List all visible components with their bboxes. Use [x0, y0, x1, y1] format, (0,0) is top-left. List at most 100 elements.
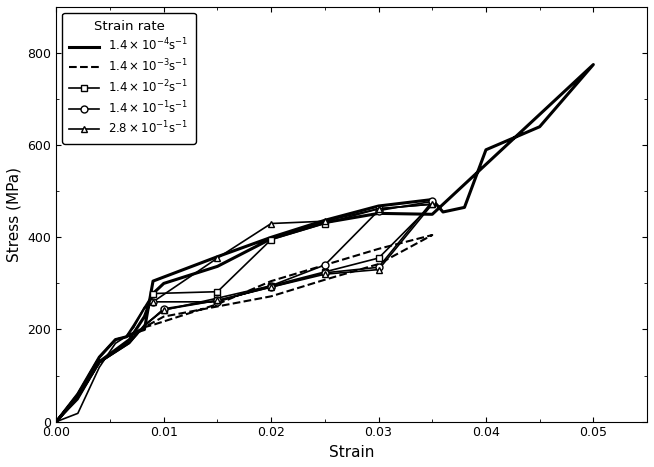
- $1.4\times10^{-4}\mathrm{s}^{-1}$: [428, 212, 436, 217]
- $1.4\times10^{-4}\mathrm{s}^{-1}$: [141, 327, 148, 333]
- $1.4\times10^{-4}\mathrm{s}^{-1}$: [375, 211, 383, 216]
- $1.4\times10^{-3}\mathrm{s}^{-1}$: [95, 354, 103, 360]
- $1.4\times10^{-3}\mathrm{s}^{-1}$: [428, 232, 436, 238]
- $1.4\times10^{-1}\mathrm{s}^{-1}$: [160, 306, 167, 311]
- $1.4\times10^{-1}\mathrm{s}^{-1}$: [111, 337, 119, 342]
- $1.4\times10^{-4}\mathrm{s}^{-1}$: [536, 124, 543, 129]
- $1.4\times10^{-1}\mathrm{s}^{-1}$: [214, 297, 222, 303]
- $2.8\times10^{-1}\mathrm{s}^{-1}$: [74, 397, 82, 403]
- $1.4\times10^{-3}\mathrm{s}^{-1}$: [141, 325, 148, 330]
- $1.4\times10^{-1}\mathrm{s}^{-1}$: [375, 208, 383, 213]
- $1.4\times10^{-4}\mathrm{s}^{-1}$: [214, 263, 222, 269]
- $2.8\times10^{-1}\mathrm{s}^{-1}$: [160, 307, 167, 312]
- $1.4\times10^{-3}\mathrm{s}^{-1}$: [149, 322, 157, 328]
- $1.4\times10^{-1}\mathrm{s}^{-1}$: [129, 325, 137, 330]
- X-axis label: Strain: Strain: [329, 445, 374, 460]
- $1.4\times10^{-3}\mathrm{s}^{-1}$: [74, 395, 82, 401]
- $1.4\times10^{-1}\mathrm{s}^{-1}$: [122, 334, 130, 340]
- $1.4\times10^{-4}\mathrm{s}^{-1}$: [126, 332, 133, 338]
- $2.8\times10^{-1}\mathrm{s}^{-1}$: [141, 304, 148, 310]
- $1.4\times10^{-3}\mathrm{s}^{-1}$: [214, 304, 222, 309]
- $1.4\times10^{-3}\mathrm{s}^{-1}$: [126, 338, 133, 344]
- $1.4\times10^{-3}\mathrm{s}^{-1}$: [52, 419, 60, 425]
- $2.8\times10^{-1}\mathrm{s}^{-1}$: [267, 284, 275, 290]
- $1.4\times10^{-1}\mathrm{s}^{-1}$: [126, 340, 133, 346]
- $1.4\times10^{-2}\mathrm{s}^{-1}$: [160, 307, 167, 313]
- $1.4\times10^{-4}\mathrm{s}^{-1}$: [95, 359, 103, 365]
- $1.4\times10^{-2}\mathrm{s}^{-1}$: [375, 206, 383, 212]
- $1.4\times10^{-2}\mathrm{s}^{-1}$: [129, 325, 137, 330]
- $1.4\times10^{-2}\mathrm{s}^{-1}$: [74, 395, 82, 401]
- $1.4\times10^{-1}\mathrm{s}^{-1}$: [74, 395, 82, 401]
- $1.4\times10^{-2}\mathrm{s}^{-1}$: [141, 304, 148, 310]
- $1.4\times10^{-4}\mathrm{s}^{-1}$: [95, 354, 103, 360]
- $2.8\times10^{-1}\mathrm{s}^{-1}$: [375, 267, 383, 272]
- $2.8\times10^{-1}\mathrm{s}^{-1}$: [95, 364, 103, 370]
- $1.4\times10^{-4}\mathrm{s}^{-1}$: [74, 391, 82, 397]
- $2.8\times10^{-1}\mathrm{s}^{-1}$: [267, 221, 275, 226]
- $1.4\times10^{-4}\mathrm{s}^{-1}$: [214, 254, 222, 260]
- $1.4\times10^{-1}\mathrm{s}^{-1}$: [52, 419, 60, 425]
- $1.4\times10^{-4}\mathrm{s}^{-1}$: [129, 330, 137, 336]
- $1.4\times10^{-3}\mathrm{s}^{-1}$: [321, 277, 329, 283]
- Legend: $1.4\times10^{-4}\mathrm{s}^{-1}$, $1.4\times10^{-3}\mathrm{s}^{-1}$, $1.4\times: $1.4\times10^{-4}\mathrm{s}^{-1}$, $1.4\…: [62, 13, 196, 144]
- Line: $2.8\times10^{-1}\mathrm{s}^{-1}$: $2.8\times10^{-1}\mathrm{s}^{-1}$: [56, 204, 432, 422]
- $1.4\times10^{-1}\mathrm{s}^{-1}$: [141, 323, 148, 329]
- $2.8\times10^{-1}\mathrm{s}^{-1}$: [95, 360, 103, 366]
- $1.4\times10^{-3}\mathrm{s}^{-1}$: [267, 278, 275, 284]
- $1.4\times10^{-1}\mathrm{s}^{-1}$: [149, 299, 157, 304]
- $1.4\times10^{-3}\mathrm{s}^{-1}$: [122, 334, 130, 340]
- $1.4\times10^{-3}\mathrm{s}^{-1}$: [214, 301, 222, 307]
- $1.4\times10^{-4}\mathrm{s}^{-1}$: [589, 62, 597, 67]
- $1.4\times10^{-3}\mathrm{s}^{-1}$: [321, 262, 329, 268]
- $1.4\times10^{-4}\mathrm{s}^{-1}$: [439, 209, 447, 215]
- $2.8\times10^{-1}\mathrm{s}^{-1}$: [149, 299, 157, 304]
- $1.4\times10^{-2}\mathrm{s}^{-1}$: [214, 295, 222, 301]
- $1.4\times10^{-2}\mathrm{s}^{-1}$: [428, 201, 436, 207]
- $2.8\times10^{-1}\mathrm{s}^{-1}$: [214, 255, 222, 261]
- $1.4\times10^{-2}\mathrm{s}^{-1}$: [52, 419, 60, 425]
- $2.8\times10^{-1}\mathrm{s}^{-1}$: [74, 410, 82, 416]
- $1.4\times10^{-4}\mathrm{s}^{-1}$: [460, 205, 468, 210]
- $2.8\times10^{-1}\mathrm{s}^{-1}$: [214, 297, 222, 303]
- $1.4\times10^{-1}\mathrm{s}^{-1}$: [267, 284, 275, 290]
- $1.4\times10^{-2}\mathrm{s}^{-1}$: [141, 322, 148, 328]
- $1.4\times10^{-4}\mathrm{s}^{-1}$: [321, 218, 329, 223]
- $1.4\times10^{-2}\mathrm{s}^{-1}$: [267, 237, 275, 242]
- $1.4\times10^{-2}\mathrm{s}^{-1}$: [126, 340, 133, 345]
- $2.8\times10^{-1}\mathrm{s}^{-1}$: [141, 323, 148, 329]
- $1.4\times10^{-3}\mathrm{s}^{-1}$: [375, 261, 383, 267]
- $1.4\times10^{-1}\mathrm{s}^{-1}$: [321, 270, 329, 276]
- Line: $1.4\times10^{-1}\mathrm{s}^{-1}$: $1.4\times10^{-1}\mathrm{s}^{-1}$: [56, 201, 432, 422]
- $2.8\times10^{-1}\mathrm{s}^{-1}$: [126, 340, 133, 346]
- $1.4\times10^{-4}\mathrm{s}^{-1}$: [74, 394, 82, 399]
- $1.4\times10^{-4}\mathrm{s}^{-1}$: [141, 314, 148, 319]
- $1.4\times10^{-2}\mathrm{s}^{-1}$: [321, 221, 329, 226]
- Y-axis label: Stress (MPa): Stress (MPa): [7, 167, 22, 262]
- Line: $1.4\times10^{-2}\mathrm{s}^{-1}$: $1.4\times10^{-2}\mathrm{s}^{-1}$: [56, 204, 432, 422]
- $1.4\times10^{-2}\mathrm{s}^{-1}$: [149, 291, 157, 297]
- $1.4\times10^{-4}\mathrm{s}^{-1}$: [160, 281, 167, 286]
- $2.8\times10^{-1}\mathrm{s}^{-1}$: [428, 201, 436, 207]
- $1.4\times10^{-1}\mathrm{s}^{-1}$: [95, 360, 103, 366]
- $1.4\times10^{-4}\mathrm{s}^{-1}$: [122, 334, 130, 340]
- $2.8\times10^{-1}\mathrm{s}^{-1}$: [52, 419, 60, 425]
- $2.8\times10^{-1}\mathrm{s}^{-1}$: [375, 206, 383, 212]
- $1.4\times10^{-3}\mathrm{s}^{-1}$: [375, 246, 383, 252]
- $2.8\times10^{-1}\mathrm{s}^{-1}$: [321, 219, 329, 224]
- $1.4\times10^{-4}\mathrm{s}^{-1}$: [428, 197, 436, 202]
- $1.4\times10^{-3}\mathrm{s}^{-1}$: [141, 325, 148, 330]
- $1.4\times10^{-2}\mathrm{s}^{-1}$: [95, 354, 103, 360]
- Line: $1.4\times10^{-4}\mathrm{s}^{-1}$: $1.4\times10^{-4}\mathrm{s}^{-1}$: [56, 64, 593, 422]
- $1.4\times10^{-3}\mathrm{s}^{-1}$: [160, 314, 167, 319]
- $1.4\times10^{-4}\mathrm{s}^{-1}$: [375, 203, 383, 209]
- $1.4\times10^{-4}\mathrm{s}^{-1}$: [126, 337, 133, 342]
- $1.4\times10^{-3}\mathrm{s}^{-1}$: [129, 330, 137, 336]
- $1.4\times10^{-1}\mathrm{s}^{-1}$: [375, 264, 383, 270]
- $1.4\times10^{-4}\mathrm{s}^{-1}$: [267, 236, 275, 241]
- $1.4\times10^{-3}\mathrm{s}^{-1}$: [74, 391, 82, 397]
- Line: $1.4\times10^{-3}\mathrm{s}^{-1}$: $1.4\times10^{-3}\mathrm{s}^{-1}$: [56, 235, 432, 422]
- $1.4\times10^{-4}\mathrm{s}^{-1}$: [136, 328, 144, 333]
- $1.4\times10^{-2}\mathrm{s}^{-1}$: [375, 255, 383, 261]
- $1.4\times10^{-2}\mathrm{s}^{-1}$: [214, 289, 222, 295]
